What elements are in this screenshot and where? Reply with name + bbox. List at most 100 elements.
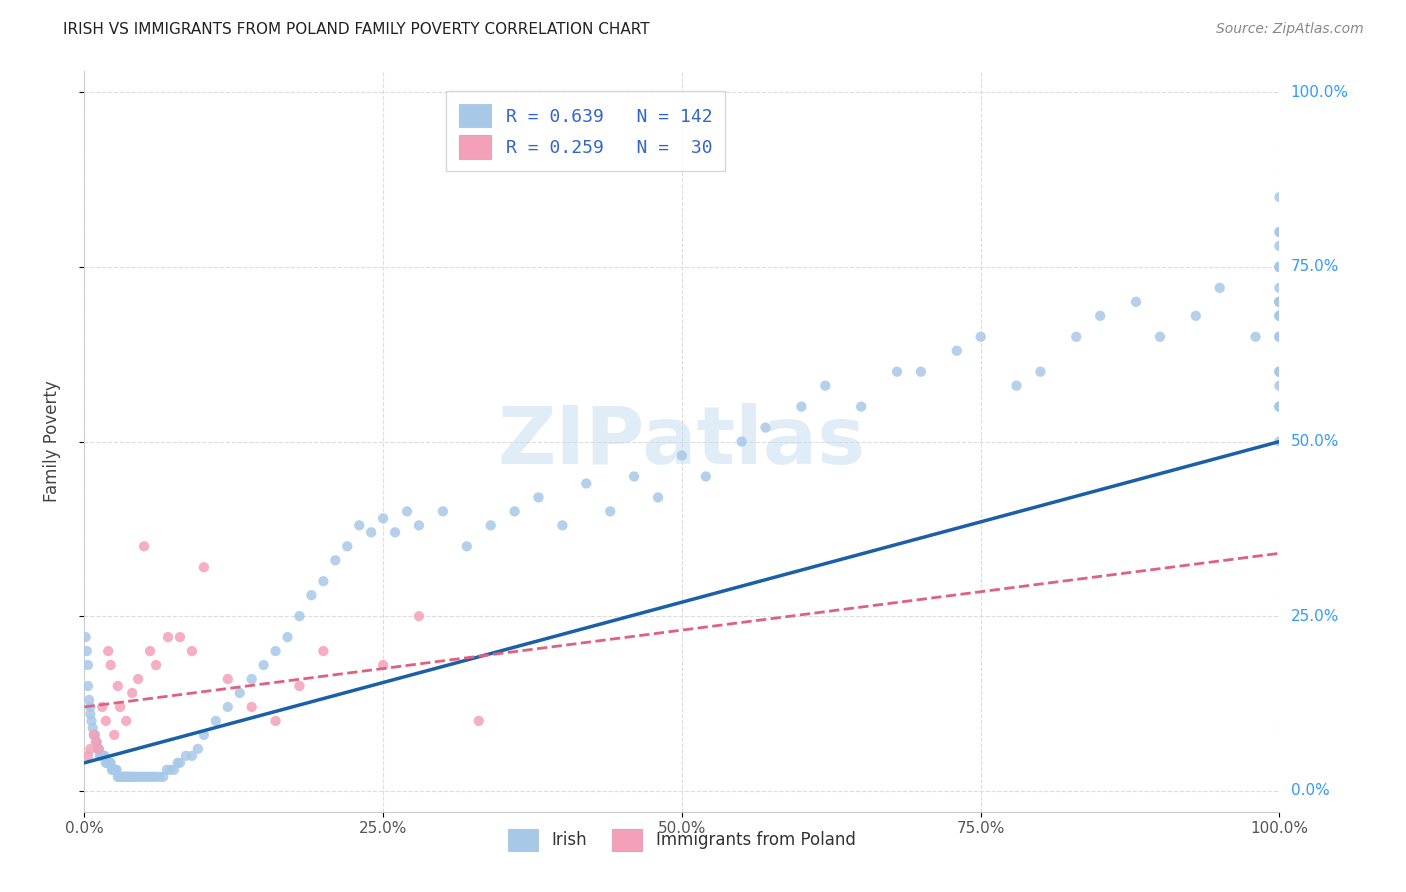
Point: [120, 770, 142, 784]
Point: [125, 770, 148, 784]
Point: [349, 518, 371, 533]
Point: [141, 770, 163, 784]
Point: [851, 400, 873, 414]
Point: [551, 518, 574, 533]
Point: [181, 644, 204, 658]
Point: [112, 770, 135, 784]
Point: [97, 756, 120, 770]
Point: [1268, 190, 1291, 204]
Point: [1268, 260, 1291, 274]
Point: [479, 518, 502, 533]
Point: [101, 763, 124, 777]
Point: [77, 679, 100, 693]
Point: [384, 525, 406, 540]
Point: [98, 756, 121, 770]
Point: [121, 686, 143, 700]
Point: [127, 672, 149, 686]
Point: [86, 742, 108, 756]
Point: [301, 588, 323, 602]
Point: [110, 700, 132, 714]
Point: [135, 770, 157, 784]
Point: [695, 469, 717, 483]
Point: [217, 700, 239, 714]
Point: [312, 574, 335, 589]
Point: [110, 770, 132, 784]
Point: [89, 748, 111, 763]
Text: IRISH VS IMMIGRANTS FROM POLAND FAMILY POVERTY CORRELATION CHART: IRISH VS IMMIGRANTS FROM POLAND FAMILY P…: [63, 22, 650, 37]
Point: [193, 560, 215, 574]
Point: [623, 469, 645, 483]
Point: [91, 748, 114, 763]
Point: [253, 658, 276, 673]
Point: [108, 770, 131, 784]
Point: [145, 770, 167, 784]
Point: [217, 672, 239, 686]
Point: [432, 504, 454, 518]
Point: [77, 693, 100, 707]
Point: [1268, 294, 1291, 309]
Point: [408, 518, 430, 533]
Point: [1268, 260, 1291, 274]
Point: [264, 644, 287, 658]
Point: [117, 770, 139, 784]
Point: [77, 658, 100, 673]
Point: [94, 756, 117, 770]
Point: [157, 630, 180, 644]
Point: [100, 756, 122, 770]
Point: [169, 756, 191, 770]
Point: [1268, 294, 1291, 309]
Point: [373, 658, 395, 673]
Point: [468, 714, 491, 728]
Point: [575, 476, 598, 491]
Point: [1268, 225, 1291, 239]
Point: [79, 700, 101, 714]
Point: [110, 770, 132, 784]
Point: [1268, 260, 1291, 274]
Point: [114, 770, 136, 784]
Text: 25.0%: 25.0%: [1291, 608, 1339, 624]
Point: [205, 714, 228, 728]
Point: [84, 728, 107, 742]
Point: [187, 742, 209, 756]
Point: [1268, 330, 1291, 344]
Point: [1268, 294, 1291, 309]
Point: [396, 504, 419, 518]
Point: [731, 434, 754, 449]
Point: [86, 735, 108, 749]
Text: 0.0%: 0.0%: [1291, 783, 1329, 798]
Point: [132, 770, 156, 784]
Point: [149, 770, 172, 784]
Point: [1268, 400, 1291, 414]
Point: [91, 700, 114, 714]
Point: [156, 763, 179, 777]
Point: [94, 714, 117, 728]
Point: [1268, 434, 1291, 449]
Point: [336, 539, 359, 553]
Point: [814, 378, 837, 392]
Point: [288, 679, 311, 693]
Point: [1268, 365, 1291, 379]
Point: [87, 742, 110, 756]
Point: [671, 449, 693, 463]
Point: [121, 770, 143, 784]
Point: [1268, 309, 1291, 323]
Point: [1268, 225, 1291, 239]
Point: [647, 491, 669, 505]
Point: [1149, 330, 1171, 344]
Point: [1268, 400, 1291, 414]
Point: [128, 770, 150, 784]
Point: [111, 770, 134, 784]
Point: [240, 672, 263, 686]
Point: [1268, 330, 1291, 344]
Point: [181, 748, 204, 763]
Point: [117, 770, 139, 784]
Point: [373, 511, 395, 525]
Text: Source: ZipAtlas.com: Source: ZipAtlas.com: [1216, 22, 1364, 37]
Point: [1005, 378, 1028, 392]
Point: [755, 420, 778, 434]
Point: [100, 658, 122, 673]
Point: [1268, 378, 1291, 392]
Point: [159, 763, 181, 777]
Point: [105, 763, 128, 777]
Point: [132, 539, 156, 553]
